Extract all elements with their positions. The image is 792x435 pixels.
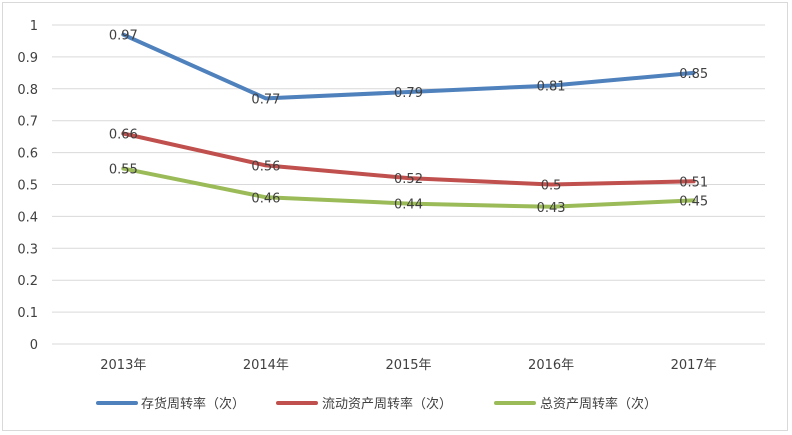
data-label: 0.52 (394, 172, 423, 187)
data-label: 0.79 (394, 86, 423, 101)
series-line (121, 166, 696, 209)
data-label: 0.97 (109, 29, 138, 44)
x-tick-label: 2017年 (671, 358, 717, 373)
data-label: 0.55 (109, 163, 138, 178)
data-label: 0.66 (109, 127, 138, 142)
data-label: 0.77 (251, 92, 280, 107)
x-tick-label: 2014年 (243, 358, 289, 373)
x-tick-label: 2015年 (385, 358, 431, 373)
series-line (121, 32, 696, 101)
x-tick-label: 2013年 (100, 358, 146, 373)
x-axis: 2013年 2014年 2015年 2016年 2017年 (100, 358, 716, 373)
data-label: 0.56 (251, 159, 280, 174)
y-tick-label: 0.7 (17, 115, 38, 130)
data-label: 0.81 (537, 80, 566, 95)
data-label: 0.43 (537, 201, 566, 216)
y-axis: 0 0.1 0.2 0.3 0.4 0.5 0.6 0.7 0.8 0.9 1 (17, 19, 38, 353)
y-tick-label: 0.5 (17, 179, 38, 194)
data-label: 0.51 (679, 175, 708, 190)
data-label: 0.5 (541, 179, 562, 194)
data-label: 0.44 (394, 198, 423, 213)
legend: 存货周转率（次） 流动资产周转率（次） 总资产周转率（次） (96, 396, 657, 412)
y-tick-label: 0.3 (17, 242, 38, 257)
y-tick-label: 0.1 (17, 306, 38, 321)
data-labels: 0.97 0.77 0.79 0.81 0.85 0.66 0.56 0.52 0.5 0.51 0… (109, 29, 708, 216)
legend-label: 流动资产周转率（次） (322, 396, 452, 412)
y-tick-label: 1 (30, 19, 38, 34)
x-tick-label: 2016年 (528, 358, 574, 373)
legend-label: 存货周转率（次） (141, 396, 245, 412)
y-tick-label: 0.4 (17, 210, 38, 225)
series-lines (121, 32, 696, 209)
data-label: 0.45 (679, 194, 708, 209)
y-tick-label: 0 (30, 338, 38, 353)
legend-label: 总资产周转率（次） (540, 396, 657, 412)
y-tick-label: 0.2 (17, 274, 38, 289)
series-line (121, 131, 696, 187)
data-label: 0.85 (679, 67, 708, 82)
y-tick-label: 0.6 (17, 147, 38, 162)
data-label: 0.46 (251, 191, 280, 206)
y-tick-label: 0.9 (17, 51, 38, 66)
y-tick-label: 0.8 (17, 83, 38, 98)
